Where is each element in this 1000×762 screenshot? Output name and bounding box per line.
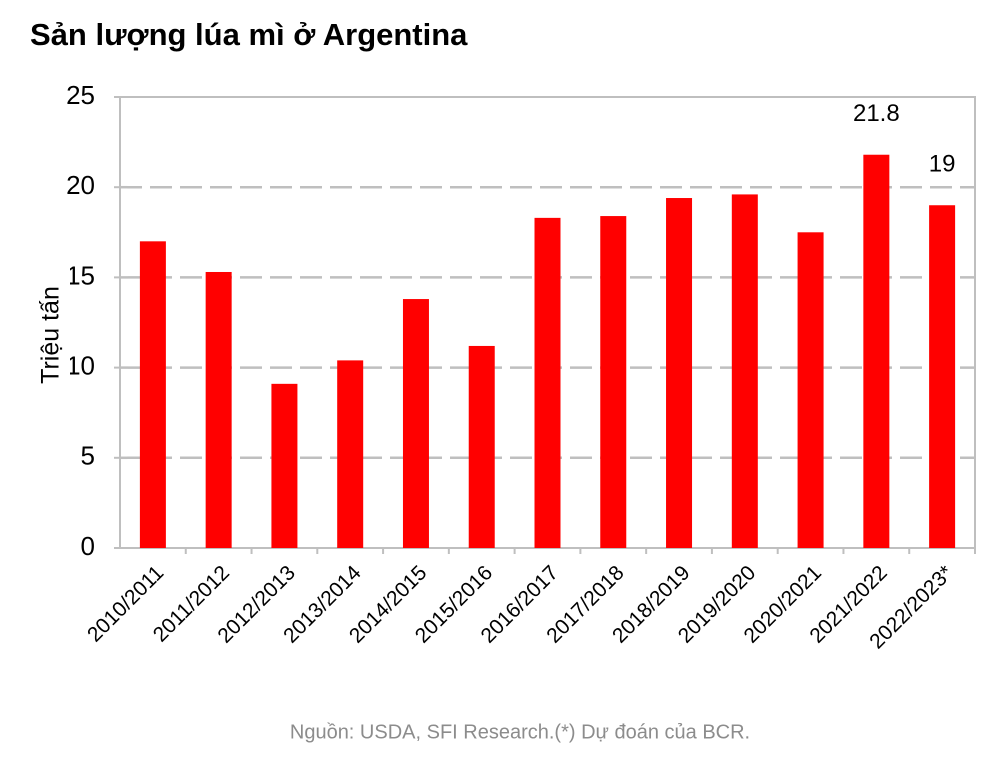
y-tick-label: 5 xyxy=(81,441,95,471)
bar xyxy=(666,198,693,549)
y-axis-title: Triệu tấn xyxy=(37,286,65,384)
bar xyxy=(534,217,561,549)
y-tick-label: 15 xyxy=(66,260,95,290)
y-label-bg xyxy=(36,265,70,405)
value-label: 19 xyxy=(929,151,956,178)
y-tick-label: 20 xyxy=(66,170,95,200)
y-tick-label: 25 xyxy=(66,80,95,110)
chart-title: Sản lượng lúa mì ở Argentina xyxy=(30,17,468,52)
bar xyxy=(271,383,298,548)
bar xyxy=(863,154,890,548)
bar xyxy=(731,194,758,548)
bar xyxy=(139,241,166,548)
bar xyxy=(337,360,364,548)
bar xyxy=(797,232,824,549)
y-tick-label: 0 xyxy=(81,531,95,561)
bar xyxy=(468,345,495,548)
bar xyxy=(205,271,232,548)
bar xyxy=(402,299,429,548)
source-note: Nguồn: USDA, SFI Research.(*) Dự đoán củ… xyxy=(290,721,750,743)
value-label: 21.8 xyxy=(853,100,900,127)
bar xyxy=(600,216,627,548)
y-tick-label: 10 xyxy=(66,350,95,380)
bar xyxy=(929,205,956,549)
